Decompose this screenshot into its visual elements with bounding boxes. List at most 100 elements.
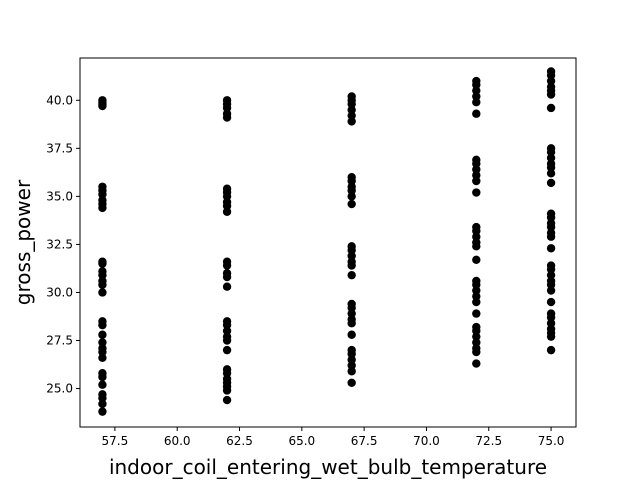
- data-point: [222, 395, 232, 405]
- data-point: [546, 163, 556, 172]
- data-point: [347, 176, 356, 186]
- data-point: [472, 171, 481, 180]
- data-point: [546, 332, 556, 341]
- data-point: [472, 165, 481, 174]
- data-point: [98, 288, 107, 297]
- y-tick-label: 30.0: [46, 285, 73, 299]
- data-point: [472, 332, 481, 341]
- data-point: [472, 159, 481, 168]
- data-point: [472, 242, 481, 251]
- data-point: [472, 86, 481, 95]
- data-point: [472, 280, 481, 289]
- data-point: [546, 244, 556, 253]
- data-point: [546, 297, 556, 307]
- x-axis-ticks: 57.5 60.0 62.5 65.0 67.5 70.0 72.5 75.0: [102, 427, 565, 448]
- data-point: [546, 270, 556, 280]
- x-tick-label: 72.5: [475, 434, 502, 448]
- data-point: [472, 226, 481, 236]
- data-point: [347, 355, 356, 364]
- data-point: [472, 176, 481, 186]
- data-point: [546, 76, 556, 86]
- data-point: [472, 255, 481, 264]
- data-point: [347, 251, 356, 261]
- data-point: [347, 186, 356, 195]
- data-point: [347, 245, 356, 255]
- data-point: [98, 380, 107, 389]
- data-point: [98, 203, 107, 213]
- data-point: [98, 399, 107, 409]
- data-point: [347, 192, 356, 201]
- data-point: [98, 270, 107, 280]
- data-point: [546, 178, 556, 188]
- data-point: [98, 338, 107, 347]
- data-point: [546, 232, 556, 241]
- data-point: [472, 326, 481, 336]
- y-tick-label: 35.0: [46, 189, 73, 203]
- data-point: [472, 188, 481, 197]
- data-point: [222, 282, 232, 291]
- data-point: [98, 101, 107, 111]
- data-point: [222, 261, 232, 270]
- data-point: [347, 99, 356, 109]
- x-tick-label: 60.0: [164, 434, 191, 448]
- y-tick-label: 25.0: [46, 382, 73, 396]
- data-point: [222, 336, 232, 345]
- data-point: [347, 319, 356, 328]
- x-tick-label: 67.5: [351, 434, 378, 448]
- plot-area: [79, 57, 577, 428]
- data-point: [347, 199, 356, 209]
- y-tick-label: 27.5: [46, 334, 73, 348]
- data-point: [472, 359, 481, 368]
- y-axis-ticks: 25.0 27.5 30.0 32.5 35.0 37.5 40.0: [46, 93, 80, 396]
- data-point: [347, 367, 356, 376]
- data-point: [546, 313, 556, 322]
- data-point: [222, 113, 232, 122]
- data-point: [546, 147, 556, 157]
- data-point: [98, 259, 107, 268]
- data-point: [472, 92, 481, 101]
- data-point: [222, 386, 232, 395]
- x-tick-label: 62.5: [226, 434, 253, 448]
- data-point: [546, 222, 556, 232]
- data-point: [472, 232, 481, 241]
- data-point: [472, 338, 481, 347]
- data-point: [222, 345, 232, 355]
- data-point: [347, 270, 356, 280]
- data-point: [347, 330, 356, 339]
- x-tick-label: 70.0: [413, 434, 440, 448]
- x-tick-label: 75.0: [538, 434, 565, 448]
- data-point: [347, 361, 356, 370]
- data-point: [472, 286, 481, 295]
- data-point: [347, 309, 356, 318]
- y-tick-label: 40.0: [46, 93, 73, 107]
- data-point: [546, 213, 556, 222]
- data-point: [546, 265, 556, 274]
- data-point: [472, 309, 481, 318]
- x-axis-label: indoor_coil_entering_wet_bulb_temperatur…: [109, 455, 547, 479]
- data-point: [472, 98, 481, 107]
- data-point: [98, 190, 107, 199]
- data-point: [347, 261, 356, 270]
- data-point: [222, 368, 232, 378]
- data-point: [472, 297, 481, 307]
- data-point: [347, 303, 356, 313]
- data-point: [472, 80, 481, 90]
- data-point: [98, 372, 107, 382]
- y-tick-label: 32.5: [46, 237, 73, 251]
- data-point: [546, 286, 556, 295]
- data-point: [472, 347, 481, 357]
- data-point: [347, 111, 356, 120]
- data-point: [347, 117, 356, 126]
- data-point: [222, 103, 232, 113]
- data-point: [472, 292, 481, 301]
- data-point: [546, 153, 556, 163]
- data-point: [546, 280, 556, 289]
- data-point: [546, 319, 556, 328]
- data-point: [98, 393, 107, 403]
- y-tick-label: 37.5: [46, 141, 73, 155]
- x-tick-label: 57.5: [102, 434, 129, 448]
- data-point: [98, 353, 107, 363]
- data-points: [98, 67, 556, 416]
- data-point: [222, 192, 232, 201]
